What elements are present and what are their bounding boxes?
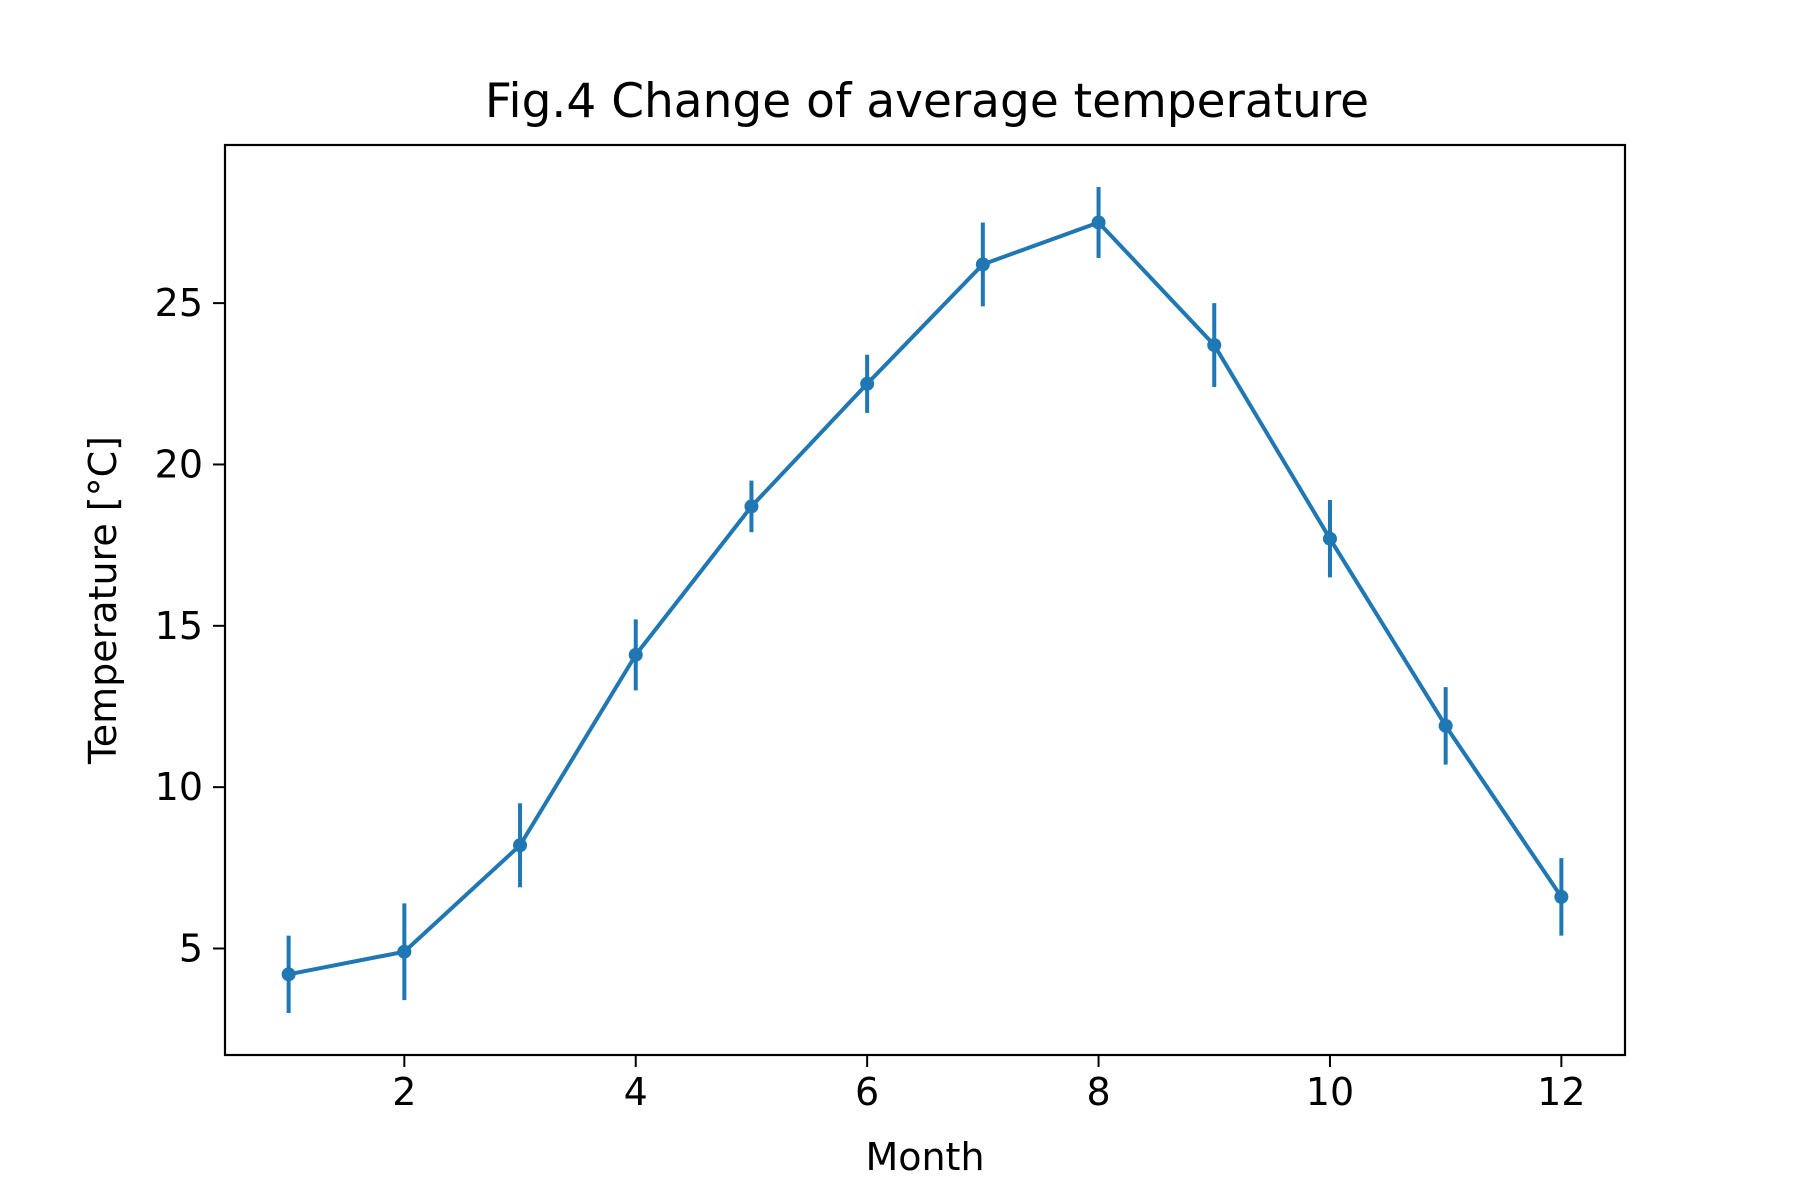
x-tick-label: 2: [392, 1070, 416, 1114]
series-line: [288, 220, 1564, 977]
y-axis: 5 10 15 20 25: [155, 281, 225, 971]
x-tick-label: 4: [624, 1070, 648, 1114]
data-point: [860, 376, 875, 391]
y-tick-label: 5: [179, 927, 203, 971]
y-tick-label: 15: [155, 604, 203, 648]
data-point: [513, 838, 528, 853]
y-axis-label: Temperature [°C]: [81, 436, 125, 765]
plot-area: [281, 186, 1569, 1014]
data-point: [1554, 889, 1569, 904]
data-point: [1091, 215, 1106, 230]
chart-title: Fig.4 Change of average temperature: [485, 74, 1369, 129]
data-point: [1438, 718, 1453, 733]
y-tick-label: 10: [155, 765, 203, 809]
y-tick-label: 20: [155, 442, 203, 486]
x-tick-label: 8: [1086, 1070, 1110, 1114]
plot-frame: [223, 143, 1627, 1057]
data-point: [744, 499, 759, 514]
x-axis-label: Month: [865, 1135, 984, 1179]
data-point: [397, 944, 412, 959]
data-point: [1322, 531, 1337, 546]
x-tick-label: 10: [1306, 1070, 1354, 1114]
data-point: [628, 647, 643, 662]
x-axis: 2 4 6 8 10 12: [392, 1055, 1586, 1114]
data-point: [975, 257, 990, 272]
x-tick-label: 6: [855, 1070, 879, 1114]
data-point: [281, 967, 296, 982]
y-tick-label: 25: [155, 281, 203, 325]
x-tick-label: 12: [1537, 1070, 1585, 1114]
data-point: [1207, 338, 1222, 353]
